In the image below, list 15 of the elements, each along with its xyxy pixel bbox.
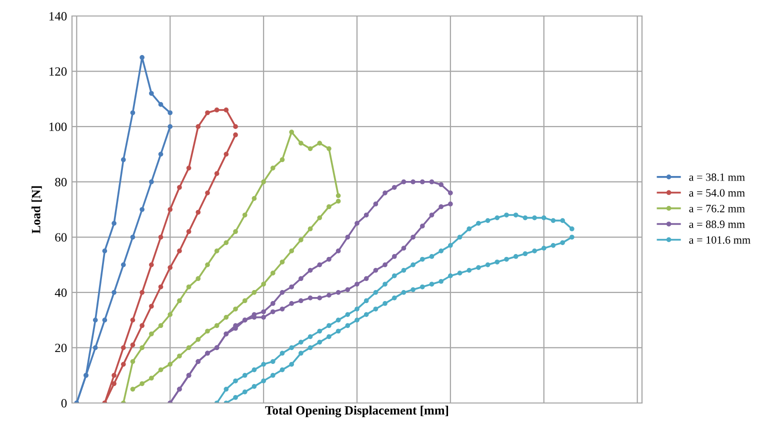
legend-label: a = 101.6 mm: [689, 236, 750, 244]
y-tick-label: 140: [49, 12, 67, 20]
y-tick-label: 0: [61, 399, 67, 408]
x-axis-title: Total Opening Displacement [mm]: [265, 406, 448, 418]
y-axis-title: Load [N]: [31, 186, 42, 234]
y-tick-label: 20: [55, 344, 67, 352]
y-tick-label: 40: [54, 288, 67, 297]
legend-label: a = 54.0 mm: [689, 189, 745, 197]
y-tick-label: 120: [49, 67, 67, 76]
y-tick-label: 100: [49, 122, 67, 132]
y-tick-label: 80: [55, 178, 67, 186]
legend-label: a = 76.2 mm: [689, 204, 745, 212]
legend-label: a = 38.1 mm: [689, 173, 745, 181]
legend-label: a = 88.9 mm: [689, 220, 745, 228]
y-tick-label: 60: [55, 233, 67, 242]
